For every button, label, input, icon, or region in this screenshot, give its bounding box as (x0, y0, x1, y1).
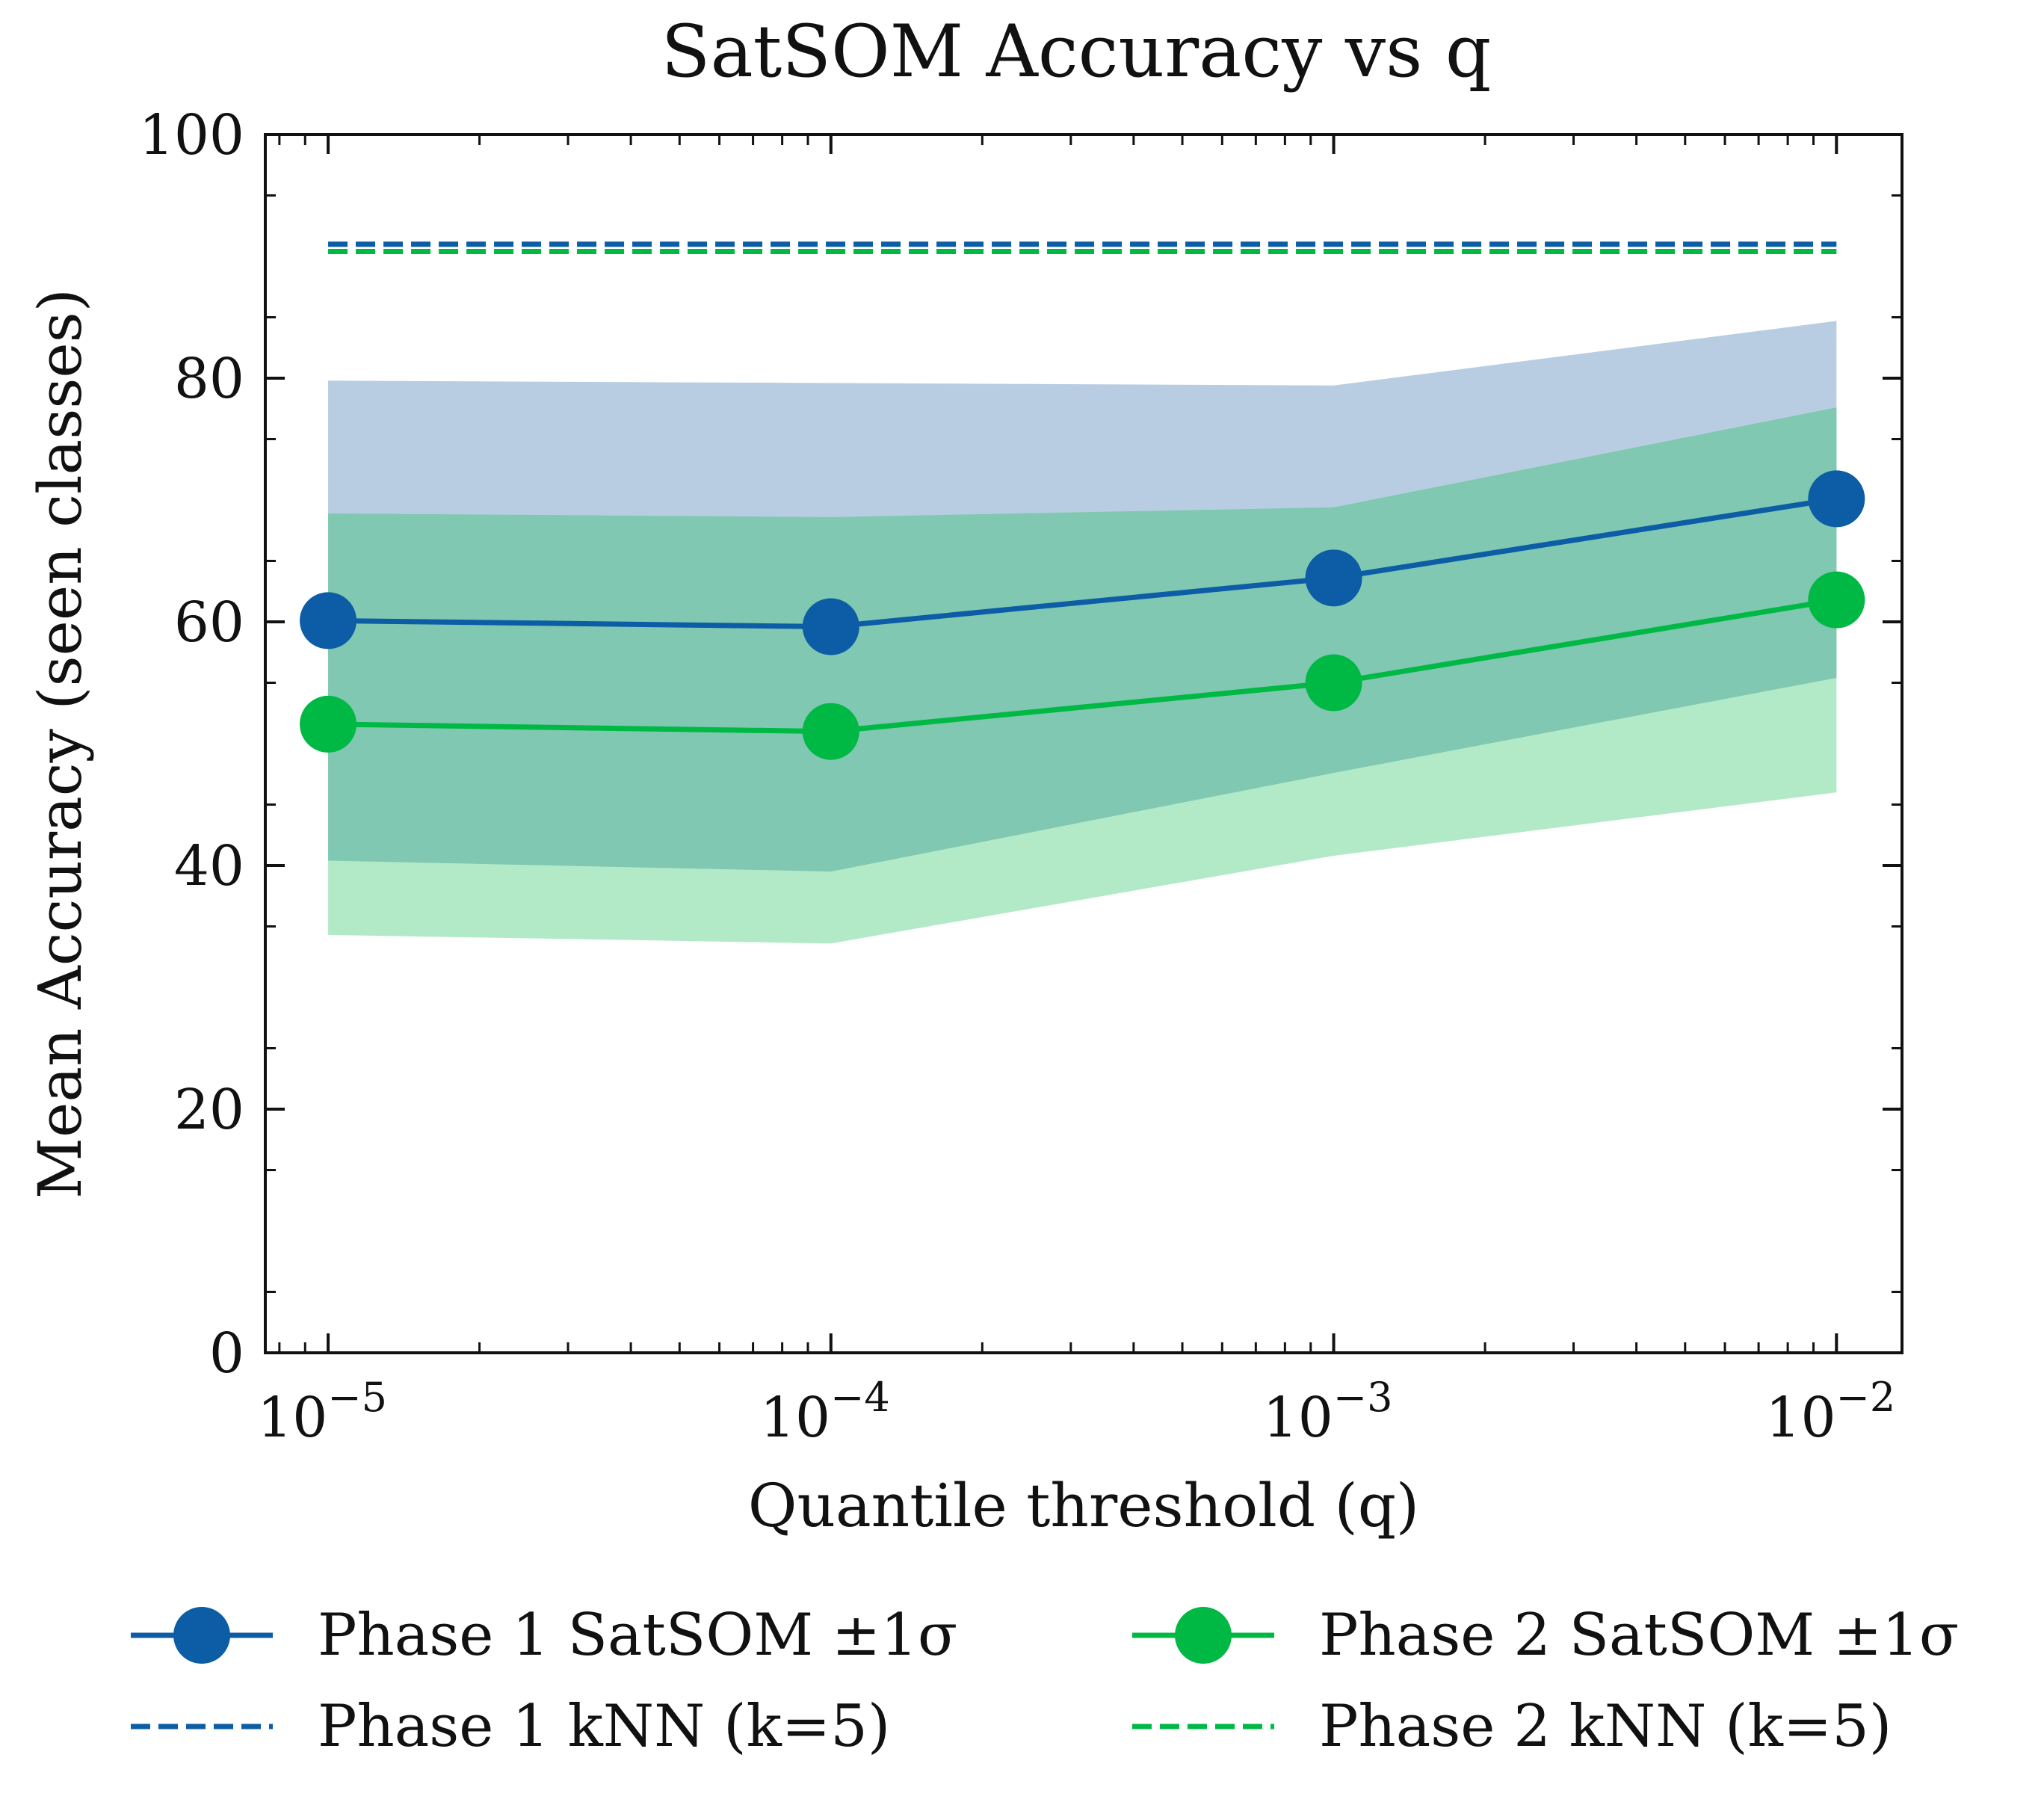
y-tick-labels: 0 20 40 60 80 100 (139, 103, 244, 1386)
legend-entry: Phase 2 SatSOM ±1σ (1132, 1602, 1959, 1669)
chart-title: SatSOM Accuracy vs q (661, 10, 1492, 93)
y-tick-label: 20 (174, 1078, 244, 1142)
phase-2-satsom-1-point (1808, 571, 1865, 629)
phase-1-satsom-1-point (1808, 470, 1865, 528)
x-tick-label: 10−2 (1765, 1374, 1895, 1450)
series-lines (328, 496, 1837, 735)
phase-2-satsom-1-point (1305, 654, 1362, 712)
series-markers (300, 470, 1865, 760)
legend-entry: Phase 2 kNN (k=5) (1132, 1693, 1892, 1760)
phase-2-satsom-1-line (328, 597, 1837, 735)
y-tick-label: 60 (174, 590, 244, 655)
x-tick-label: 10−3 (1263, 1374, 1393, 1450)
phase-1-satsom-1-point (1305, 549, 1362, 607)
x-tick-label: 10−5 (257, 1374, 387, 1450)
legend-label: Phase 2 SatSOM ±1σ (1319, 1602, 1959, 1669)
phase-1-satsom-1-point (802, 598, 859, 655)
band-overlap (328, 407, 1837, 872)
axis-ticks (265, 133, 1902, 1354)
knn-reference-lines (328, 241, 1837, 254)
y-tick-label: 80 (174, 347, 244, 411)
plot-frame (264, 133, 1903, 1354)
legend-label: Phase 1 SatSOM ±1σ (318, 1602, 957, 1669)
y-tick-label: 100 (139, 103, 244, 167)
phase-1-satsom-1-line (328, 496, 1837, 630)
y-tick-label: 40 (174, 834, 244, 898)
legend-label: Phase 1 kNN (k=5) (318, 1693, 890, 1760)
phase-2-satsom-1-point (802, 703, 859, 760)
phase-2-satsom-1-point (300, 695, 357, 753)
legend: Phase 1 SatSOM ±1σ Phase 2 SatSOM ±1σ Phas… (131, 1602, 1959, 1760)
legend-entry: Phase 1 SatSOM ±1σ (131, 1602, 957, 1669)
x-tick-label: 10−4 (760, 1374, 890, 1450)
legend-marker-swatch (1175, 1607, 1232, 1664)
legend-entry: Phase 1 kNN (k=5) (131, 1693, 890, 1760)
y-axis-label: Mean Accuracy (seen classes) (25, 288, 95, 1199)
x-tick-labels: 10−5 10−4 10−3 10−2 (257, 1374, 1895, 1450)
x-axis-label: Quantile threshold (q) (748, 1471, 1419, 1540)
legend-marker-swatch (173, 1607, 230, 1664)
y-tick-label: 0 (209, 1321, 244, 1386)
phase-1-satsom-1-point (300, 592, 357, 649)
legend-label: Phase 2 kNN (k=5) (1319, 1693, 1892, 1760)
error-bands (328, 321, 1837, 944)
